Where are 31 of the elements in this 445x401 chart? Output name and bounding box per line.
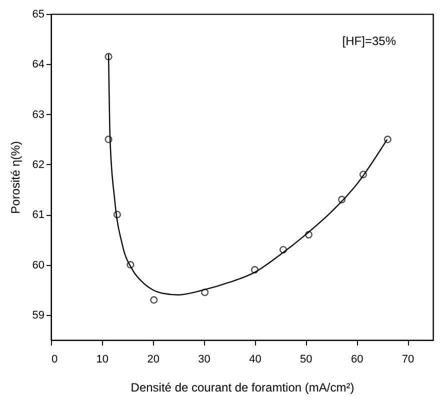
x-tick-label: 30 — [198, 354, 210, 366]
y-tick-label: 61 — [32, 209, 44, 222]
point — [359, 170, 367, 178]
y-tick-label: 59 — [32, 309, 44, 322]
y-axis-title: Porosité η(%) — [8, 141, 22, 214]
point — [104, 136, 112, 144]
point — [250, 266, 258, 274]
x-tick-label: 20 — [147, 354, 160, 366]
point — [304, 230, 312, 238]
y-tick-label: 62 — [32, 158, 44, 171]
x-tick-label: 10 — [96, 354, 109, 366]
point — [104, 52, 112, 60]
x-tick-label: 0 — [52, 354, 58, 366]
x-tick-label: 50 — [300, 354, 312, 366]
y-tick-label: 64 — [32, 58, 44, 71]
x-tick-label: 60 — [350, 354, 364, 366]
point — [338, 196, 346, 204]
point — [201, 288, 209, 296]
y-tick-label: 65 — [32, 8, 44, 20]
point — [126, 261, 134, 269]
point — [384, 136, 392, 144]
annotation: [HF]=35% — [342, 34, 396, 48]
point — [113, 210, 121, 218]
y-tick-label: 60 — [32, 259, 44, 272]
point — [150, 296, 158, 304]
x-tick-label: 40 — [249, 354, 262, 366]
line-series — [108, 54, 388, 296]
x-axis-title: Densité de courant de foramtion (mA/cm²) — [130, 380, 354, 394]
y-tick-label: 63 — [32, 108, 44, 121]
x-tick-label: 70 — [402, 354, 414, 366]
point — [279, 246, 288, 254]
